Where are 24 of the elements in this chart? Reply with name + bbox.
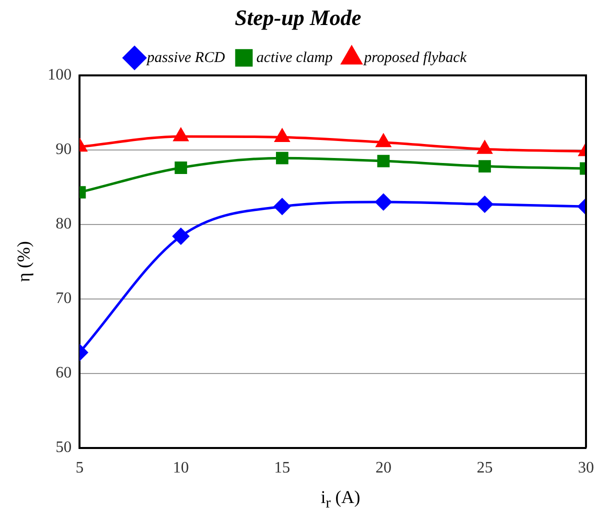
point xyxy=(274,198,290,215)
y-axis-title: η (%) xyxy=(14,241,34,282)
x-tick-label: 25 xyxy=(476,460,493,477)
x-tick-label: 15 xyxy=(274,460,290,477)
y-tick-label: 60 xyxy=(56,364,72,382)
legend-label: passive RCD xyxy=(146,50,226,66)
y-tick-label: 50 xyxy=(56,439,72,456)
x-tick-label: 30 xyxy=(578,460,594,477)
point xyxy=(276,152,288,164)
point xyxy=(376,134,391,148)
x-axis-title: i$_{r}$ (A) xyxy=(320,487,362,513)
point xyxy=(377,154,390,168)
y-tick-label: 80 xyxy=(56,216,72,233)
y-tick-label: 90 xyxy=(56,141,72,158)
x-tick-label: 20 xyxy=(375,460,392,477)
chart-title: Step-up Mode xyxy=(234,4,362,30)
x-tick-label: 5 xyxy=(76,460,84,477)
y-tick-label: 100 xyxy=(48,66,72,84)
x-tick-label: 10 xyxy=(172,460,189,477)
point xyxy=(274,128,290,142)
y-tick-label: 70 xyxy=(56,290,72,308)
legend-label: active clamp xyxy=(256,50,334,66)
point xyxy=(375,194,392,210)
legend-label: proposed flyback xyxy=(363,50,467,66)
